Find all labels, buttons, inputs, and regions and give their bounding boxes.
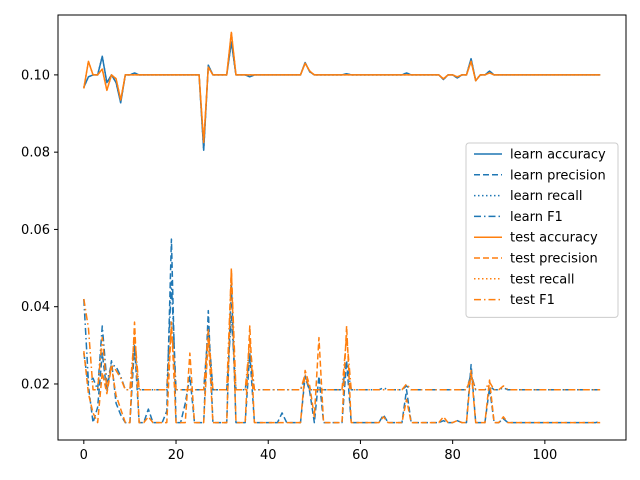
x-tick-label: 40 <box>260 448 277 463</box>
legend-label: test accuracy <box>510 231 598 246</box>
legend: learn accuracy learn precision learn recal… <box>465 142 619 318</box>
y-tick-label: 0.04 <box>21 300 50 315</box>
legend-label: learn accuracy <box>510 148 606 163</box>
y-tick-label: 0.08 <box>21 146 50 161</box>
series-line-test-precision <box>83 267 601 424</box>
legend-label: test F1 <box>510 293 555 308</box>
series-line-test-f1 <box>83 269 601 391</box>
legend-label: learn F1 <box>510 210 563 225</box>
x-axis: 0 20 40 60 80 100 <box>80 440 557 463</box>
legend-box <box>465 142 619 318</box>
x-tick-label: 100 <box>532 448 557 463</box>
series-line-learn-precision <box>83 238 601 424</box>
legend-label: test recall <box>510 272 575 287</box>
legend-label: learn precision <box>510 168 606 183</box>
series-layer <box>83 31 601 424</box>
series-line-learn-f1 <box>83 280 601 391</box>
x-tick-label: 80 <box>444 448 461 463</box>
y-tick-label: 0.10 <box>21 68 50 83</box>
series-line-test-recall <box>83 31 601 144</box>
y-tick-label: 0.02 <box>21 377 50 392</box>
plot-frame <box>57 14 627 441</box>
y-tick-label: 0.06 <box>21 223 50 238</box>
legend-label: test precision <box>510 252 598 267</box>
x-tick-label: 20 <box>168 448 185 463</box>
legend-label: learn recall <box>510 189 582 204</box>
y-axis: 0.02 0.04 0.06 0.08 0.10 <box>21 68 58 392</box>
x-tick-label: 0 <box>80 448 88 463</box>
x-tick-label: 60 <box>352 448 369 463</box>
